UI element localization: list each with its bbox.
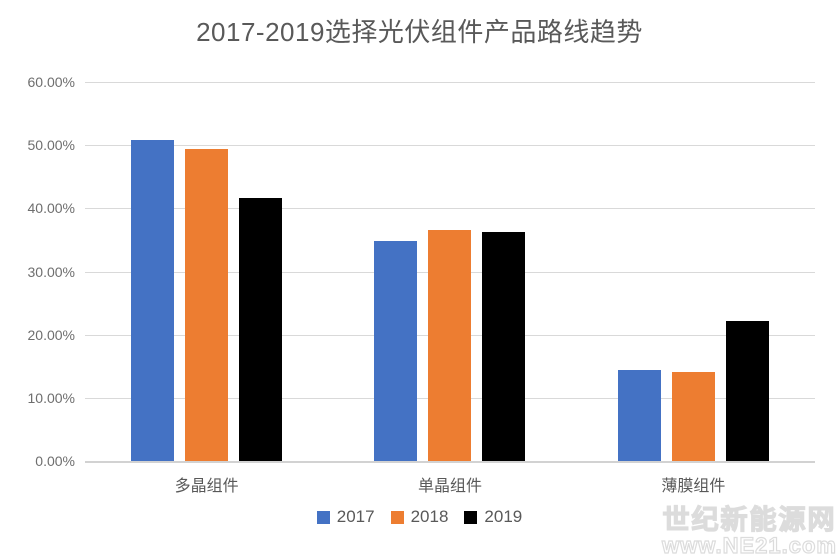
y-tick-label: 0.00% — [35, 453, 75, 469]
legend-label: 2019 — [484, 507, 523, 526]
y-tick-label: 50.00% — [27, 137, 75, 154]
legend-item-2017: 2017 — [316, 507, 375, 527]
x-axis-line — [85, 461, 815, 463]
y-tick-label: 30.00% — [27, 263, 75, 280]
bar-2019-polycrystalline — [239, 198, 283, 461]
x-category-label: 单晶组件 — [417, 478, 482, 495]
bar-2018-thinfilm — [671, 371, 715, 461]
bar-groups — [85, 82, 815, 461]
legend-swatch-2019 — [464, 510, 478, 524]
y-tick-label: 40.00% — [27, 200, 75, 217]
gridline — [85, 208, 815, 210]
y-tick-label: 10.00% — [27, 389, 75, 406]
bar-2017-polycrystalline — [131, 140, 175, 461]
legend-item-2018: 2018 — [390, 507, 449, 527]
y-tick-label: 20.00% — [27, 326, 75, 343]
chart-title: 2017-2019选择光伏组件产品路线趋势 — [196, 17, 643, 47]
bar-2018-polycrystalline — [185, 148, 229, 461]
bar-2017-thinfilm — [617, 370, 661, 461]
bar-2019-monocrystalline — [482, 232, 526, 461]
legend-swatch-2017 — [316, 510, 330, 524]
x-axis: 多晶组件 单晶组件 薄膜组件 — [85, 472, 815, 496]
legend-item-2019: 2019 — [464, 507, 522, 527]
legend-swatch-2018 — [390, 510, 404, 524]
bar-2017-monocrystalline — [374, 241, 418, 461]
legend-label: 2018 — [410, 507, 449, 526]
watermark-url: www.NE21.com — [661, 532, 837, 558]
bar-2018-monocrystalline — [428, 230, 472, 461]
gridline — [85, 145, 815, 147]
bar-group-thinfilm — [572, 82, 815, 461]
watermark: 世纪新能源网 www.NE21.com — [661, 504, 837, 558]
y-tick-label: 60.00% — [27, 74, 75, 90]
legend: 2017 2018 2019 — [0, 507, 839, 527]
gridline — [85, 82, 815, 83]
y-axis: 60.00% 50.00% 40.00% 30.00% 20.00% 10.00… — [0, 74, 75, 469]
legend-label: 2017 — [336, 507, 375, 526]
x-category-label: 薄膜组件 — [661, 478, 726, 495]
x-category-label: 多晶组件 — [174, 478, 239, 495]
bar-group-monocrystalline — [328, 82, 571, 461]
bar-group-polycrystalline — [85, 82, 328, 461]
plot-area — [85, 82, 815, 463]
bar-2019-thinfilm — [725, 320, 769, 461]
watermark-site-name: 世纪新能源网 — [662, 504, 837, 535]
